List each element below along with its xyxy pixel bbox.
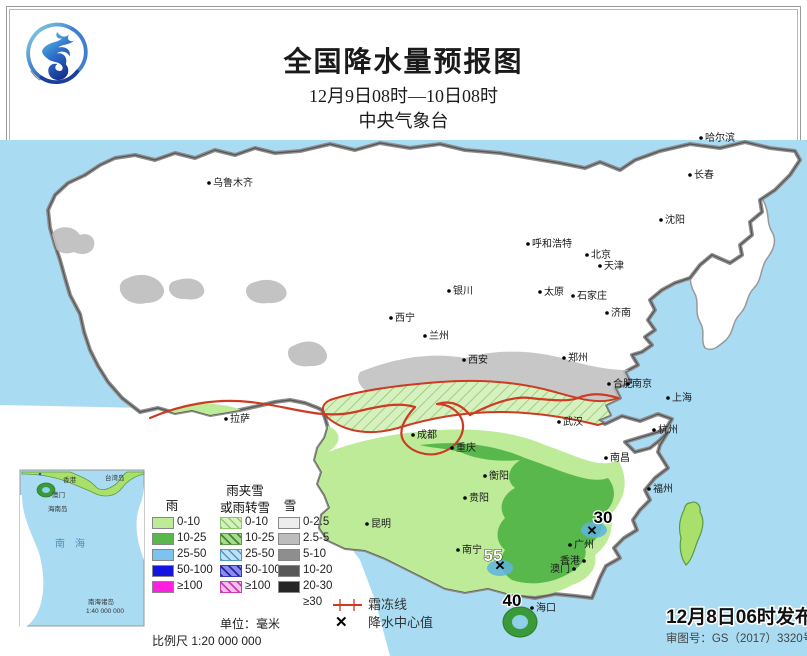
svg-text:12月8日06时发布: 12月8日06时发布 [666, 605, 807, 628]
svg-text:审图号：GS（2017）3320号: 审图号：GS（2017）3320号 [666, 631, 807, 645]
svg-text:降水中心值: 降水中心值 [368, 615, 433, 630]
svg-text:霜冻线: 霜冻线 [368, 597, 407, 612]
svg-text:✕: ✕ [335, 614, 348, 631]
